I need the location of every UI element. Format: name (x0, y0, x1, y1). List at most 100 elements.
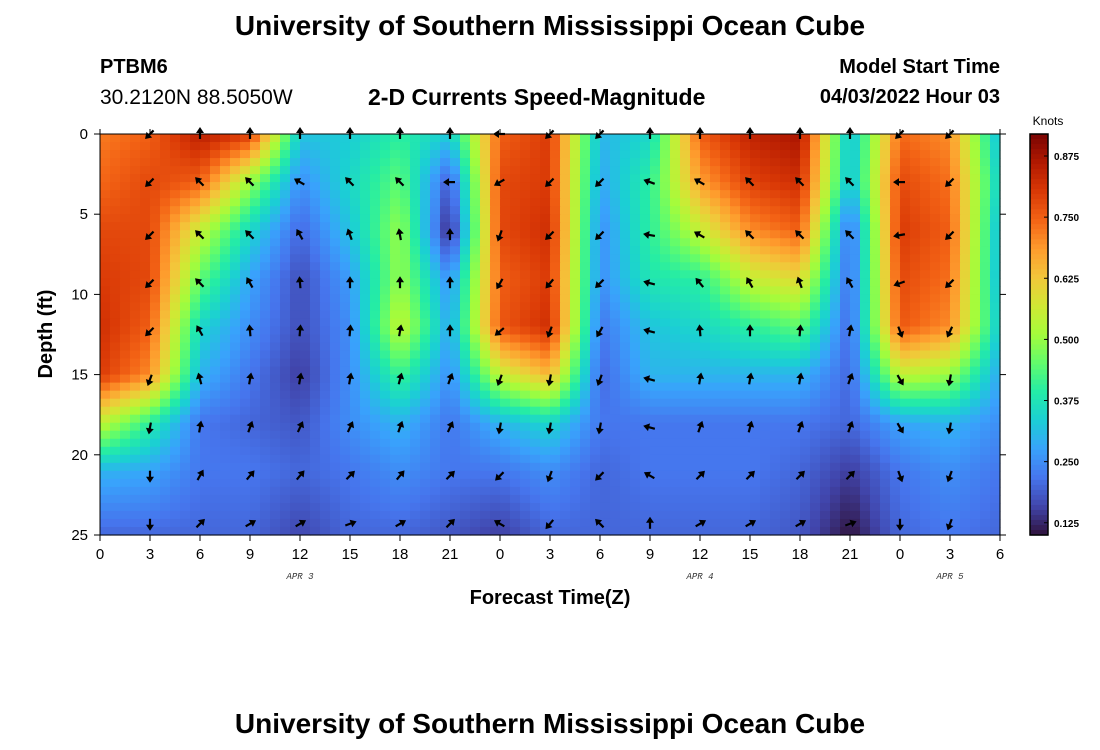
heatmap-cell (220, 270, 231, 279)
heatmap-cell (710, 198, 721, 207)
heatmap-cell (590, 222, 601, 231)
heatmap-cell (510, 518, 521, 528)
heatmap-cell (500, 302, 511, 312)
heatmap-cell (800, 214, 811, 223)
heatmap-cell (520, 334, 531, 344)
heatmap-cell (110, 190, 121, 199)
heatmap-cell (780, 326, 791, 336)
heatmap-cell (130, 318, 141, 328)
heatmap-cell (910, 366, 921, 376)
heatmap-cell (180, 374, 191, 384)
heatmap-cell (300, 438, 311, 448)
heatmap-cell (320, 462, 331, 472)
heatmap-cell (240, 342, 251, 352)
heatmap-cell (530, 230, 541, 239)
heatmap-cell (500, 134, 511, 143)
heatmap-cell (210, 414, 221, 424)
heatmap-cell (940, 494, 951, 504)
heatmap-cell (700, 230, 711, 239)
heatmap-cell (530, 446, 541, 456)
heatmap-cell (910, 326, 921, 336)
heatmap-cell (160, 302, 171, 312)
heatmap-cell (240, 518, 251, 528)
heatmap-cell (200, 254, 211, 263)
heatmap-cell (780, 510, 791, 520)
speed-heatmap (100, 134, 1001, 536)
heatmap-cell (130, 446, 141, 456)
heatmap-cell (250, 198, 261, 207)
heatmap-cell (610, 430, 621, 440)
heatmap-cell (380, 166, 391, 175)
heatmap-cell (870, 342, 881, 352)
heatmap-cell (270, 270, 281, 279)
heatmap-cell (810, 350, 821, 360)
heatmap-cell (330, 270, 341, 279)
heatmap-cell (250, 470, 261, 480)
heatmap-cell (870, 214, 881, 223)
heatmap-cell (420, 494, 431, 504)
heatmap-cell (710, 526, 721, 536)
heatmap-cell (750, 422, 761, 432)
heatmap-cell (230, 342, 241, 352)
heatmap-cell (120, 422, 131, 432)
heatmap-cell (410, 430, 421, 440)
heatmap-cell (500, 406, 511, 416)
heatmap-cell (400, 294, 411, 304)
heatmap-cell (720, 526, 731, 536)
heatmap-cell (590, 398, 601, 408)
heatmap-cell (160, 430, 171, 440)
heatmap-cell (900, 142, 911, 151)
heatmap-cell (110, 214, 121, 223)
heatmap-cell (120, 478, 131, 488)
heatmap-cell (470, 494, 481, 504)
heatmap-cell (550, 334, 561, 344)
heatmap-cell (100, 422, 111, 432)
heatmap-cell (200, 382, 211, 392)
heatmap-cell (100, 470, 111, 480)
heatmap-cell (430, 246, 441, 255)
heatmap-cell (660, 374, 671, 384)
heatmap-cell (980, 390, 991, 400)
heatmap-cell (920, 174, 931, 183)
heatmap-cell (160, 230, 171, 239)
heatmap-cell (500, 398, 511, 408)
heatmap-cell (330, 430, 341, 440)
heatmap-cell (610, 382, 621, 392)
heatmap-cell (620, 454, 631, 464)
heatmap-cell (200, 238, 211, 247)
heatmap-cell (260, 502, 271, 512)
heatmap-cell (810, 174, 821, 183)
heatmap-cell (950, 374, 961, 384)
heatmap-cell (410, 150, 421, 159)
heatmap-cell (880, 422, 891, 432)
heatmap-cell (550, 478, 561, 488)
current-arrow (945, 177, 955, 188)
heatmap-cell (130, 302, 141, 312)
heatmap-cell (710, 310, 721, 320)
current-arrow (296, 421, 305, 433)
heatmap-cell (370, 478, 381, 488)
heatmap-cell (950, 366, 961, 376)
heatmap-cell (610, 254, 621, 263)
heatmap-cell (680, 502, 691, 512)
heatmap-cell (410, 198, 421, 207)
heatmap-cell (180, 478, 191, 488)
heatmap-cell (470, 406, 481, 416)
heatmap-cell (780, 270, 791, 279)
heatmap-cell (940, 174, 951, 183)
heatmap-cell (490, 422, 501, 432)
heatmap-cell (970, 246, 981, 255)
heatmap-cell (280, 366, 291, 376)
heatmap-cell (740, 206, 751, 215)
heatmap-cell (160, 262, 171, 271)
heatmap-cell (350, 326, 361, 336)
heatmap-cell (550, 374, 561, 384)
heatmap-cell (130, 462, 141, 472)
heatmap-cell (110, 302, 121, 312)
current-arrow (893, 178, 905, 187)
heatmap-cell (270, 374, 281, 384)
heatmap-cell (560, 150, 571, 159)
heatmap-cell (630, 446, 641, 456)
heatmap-cell (790, 350, 801, 360)
heatmap-cell (820, 494, 831, 504)
